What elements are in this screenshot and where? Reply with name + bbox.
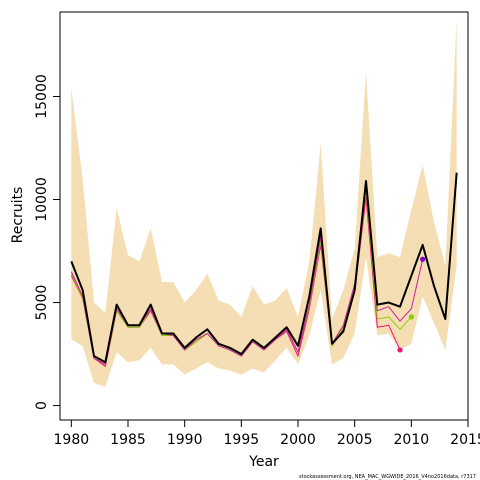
x-tick-label: 1985 (110, 432, 146, 448)
y-tick-label: 0 (34, 401, 50, 410)
x-tick-label: 2005 (337, 432, 373, 448)
confidence-band (71, 18, 457, 388)
endpoint-marker-2 (408, 314, 414, 320)
series-layer (70, 172, 458, 367)
endpoint-marker-3 (397, 347, 403, 353)
y-axis: 0 5000 10000 15000 (34, 74, 61, 410)
x-tick-label: 2015 (450, 432, 480, 448)
x-tick-label: 2000 (280, 432, 316, 448)
endpoint-markers-layer (397, 256, 426, 353)
series-line-1 (70, 172, 458, 364)
x-tick-label: 1995 (224, 432, 260, 448)
x-axis: 1980 1985 1990 1995 2000 2005 2010 2015 (54, 419, 480, 448)
y-tick-label: 10000 (34, 177, 50, 222)
endpoint-marker-1 (420, 256, 426, 262)
y-axis-title: Recruits (10, 187, 26, 244)
y-tick-label: 5000 (34, 285, 50, 321)
confidence-band-layer (71, 18, 457, 388)
x-tick-label: 1980 (54, 432, 90, 448)
x-axis-title: Year (248, 454, 279, 470)
x-tick-label: 1990 (167, 432, 203, 448)
x-tick-label: 2010 (394, 432, 430, 448)
y-tick-label: 15000 (34, 74, 50, 119)
credit-text: stockassessment.org, NEA_MAC_WGWIDE_2016… (299, 474, 476, 480)
